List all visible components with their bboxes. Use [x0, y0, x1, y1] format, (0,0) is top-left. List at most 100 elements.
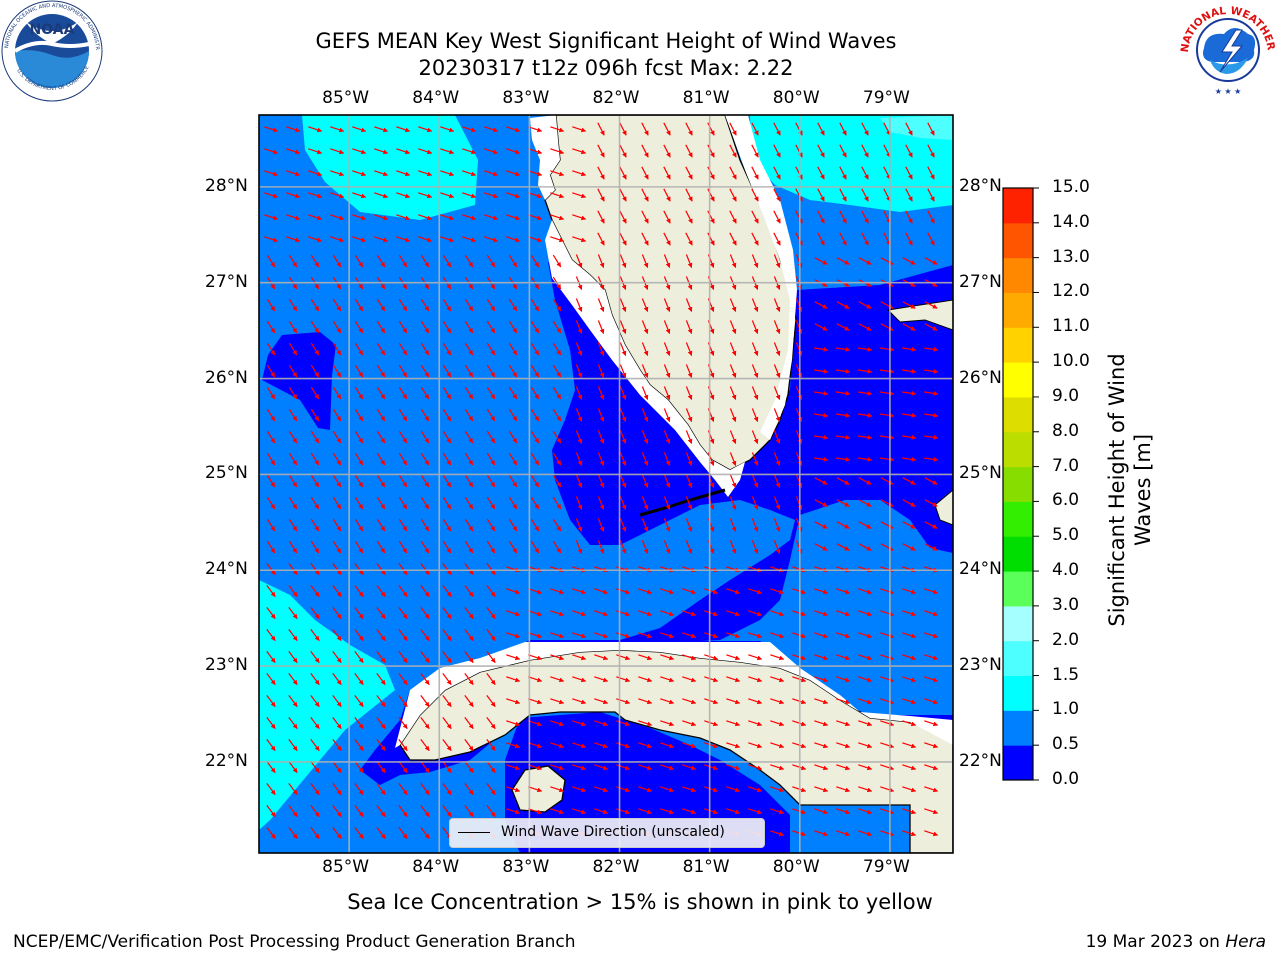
wave-direction-arrow	[619, 254, 627, 268]
wave-direction-arrow	[442, 695, 452, 707]
wave-direction-arrow	[924, 808, 939, 815]
wave-direction-arrow	[685, 452, 693, 466]
wave-direction-arrow	[597, 320, 605, 334]
wave-direction-arrow	[751, 496, 759, 510]
wave-direction-arrow	[506, 786, 521, 793]
wave-direction-arrow	[354, 254, 364, 268]
lon-label-bottom: 82°W	[592, 857, 640, 877]
wave-direction-arrow	[619, 452, 627, 466]
wave-direction-arrow	[927, 210, 935, 224]
wave-direction-arrow	[354, 695, 364, 707]
wave-direction-arrow	[861, 144, 869, 158]
wave-direction-arrow	[420, 320, 430, 334]
wave-direction-arrow	[376, 298, 386, 312]
wave-direction-arrow	[266, 408, 276, 422]
wave-direction-arrow	[641, 254, 649, 268]
wave-direction-arrow	[858, 369, 873, 374]
wave-direction-arrow	[420, 452, 430, 466]
wave-direction-arrow	[552, 496, 562, 510]
wave-direction-arrow	[751, 452, 759, 466]
wave-direction-arrow	[528, 720, 543, 727]
wave-direction-arrow	[924, 588, 939, 595]
wave-direction-arrow	[575, 452, 583, 466]
wave-direction-arrow	[836, 764, 851, 771]
wave-direction-arrow	[729, 166, 737, 180]
wave-direction-arrow	[528, 808, 543, 815]
wave-direction-arrow	[376, 695, 386, 707]
wave-direction-arrow	[616, 610, 631, 617]
wave-direction-arrow	[398, 320, 408, 334]
wave-direction-arrow	[462, 214, 477, 221]
unresolved-coastal-band	[725, 115, 797, 440]
wave-direction-arrow	[729, 408, 737, 422]
wave-direction-arrow	[508, 474, 518, 488]
wave-direction-arrow	[442, 629, 452, 641]
wave-direction-arrow	[880, 610, 895, 617]
wave-direction-arrow	[396, 126, 411, 133]
wave-direction-arrow	[442, 651, 452, 663]
wave-direction-arrow	[726, 720, 741, 727]
wave-direction-arrow	[530, 298, 540, 312]
wave-direction-arrow	[398, 805, 408, 817]
host-name: Hera	[1225, 932, 1266, 952]
wave-direction-arrow	[464, 474, 474, 488]
wave-direction-arrow	[924, 301, 938, 309]
wave-direction-arrow	[905, 144, 913, 158]
wave-direction-arrow	[506, 764, 521, 771]
wave-direction-arrow	[682, 764, 697, 771]
wave-direction-arrow	[902, 347, 917, 352]
wave-direction-arrow	[376, 585, 386, 597]
wave-direction-arrow	[528, 698, 543, 705]
wave-direction-arrow	[530, 320, 540, 334]
wave-direction-arrow	[814, 830, 829, 837]
wave-direction-arrow	[354, 496, 364, 510]
wave-direction-arrow	[814, 610, 829, 617]
wave-direction-arrow	[398, 695, 408, 707]
wave-direction-arrow	[418, 236, 433, 243]
colorbar-segment	[1003, 710, 1033, 746]
wave-direction-arrow	[641, 342, 649, 356]
wave-direction-arrow	[310, 739, 320, 751]
wave-direction-arrow	[726, 588, 741, 595]
wave-direction-arrow	[464, 298, 474, 312]
wave-direction-arrow	[726, 808, 741, 815]
wave-direction-arrow	[266, 717, 276, 729]
wave-direction-arrow	[310, 386, 320, 400]
wave-direction-arrow	[858, 457, 873, 462]
wave-direction-arrow	[552, 342, 562, 356]
wave-direction-arrow	[836, 477, 850, 485]
wave-direction-arrow	[817, 232, 825, 246]
wave-direction-arrow	[858, 808, 873, 815]
wave-direction-arrow	[486, 408, 496, 422]
wave-direction-arrow	[308, 214, 323, 221]
wave-direction-arrow	[924, 830, 939, 837]
wave-direction-arrow	[266, 364, 276, 378]
wave-direction-arrow	[924, 257, 938, 265]
wave-direction-arrow	[770, 654, 785, 661]
wave-direction-arrow	[550, 214, 565, 221]
wave-direction-arrow	[266, 430, 276, 444]
wave-direction-arrow	[374, 126, 389, 133]
wave-direction-arrow	[332, 651, 342, 663]
wave-direction-arrow	[594, 742, 609, 749]
wave-direction-arrow	[418, 148, 433, 155]
wave-direction-arrow	[486, 607, 496, 619]
wave-direction-arrow	[288, 607, 298, 619]
wave-direction-arrow	[288, 783, 298, 795]
wave-direction-arrow	[508, 364, 518, 378]
chart-subtitle: 20230317 t12z 096h fcst Max: 2.22	[418, 56, 794, 80]
wave-direction-arrow	[685, 188, 693, 202]
wave-direction-arrow	[641, 122, 649, 136]
wave-direction-arrow	[682, 720, 697, 727]
lat-label-left: 22°N	[205, 750, 248, 771]
wave-direction-arrow	[839, 144, 847, 158]
colorbar-tick-label: 8.0	[1052, 420, 1080, 441]
wave-direction-arrow	[572, 192, 587, 199]
wave-direction-arrow	[440, 148, 455, 155]
wave-direction-arrow	[572, 786, 587, 793]
wave-direction-arrow	[751, 232, 759, 246]
wave-height-region-1.5-2.0	[880, 115, 953, 140]
wave-direction-arrow	[597, 122, 605, 136]
wave-direction-arrow	[704, 654, 719, 661]
wave-direction-arrow	[751, 166, 759, 180]
